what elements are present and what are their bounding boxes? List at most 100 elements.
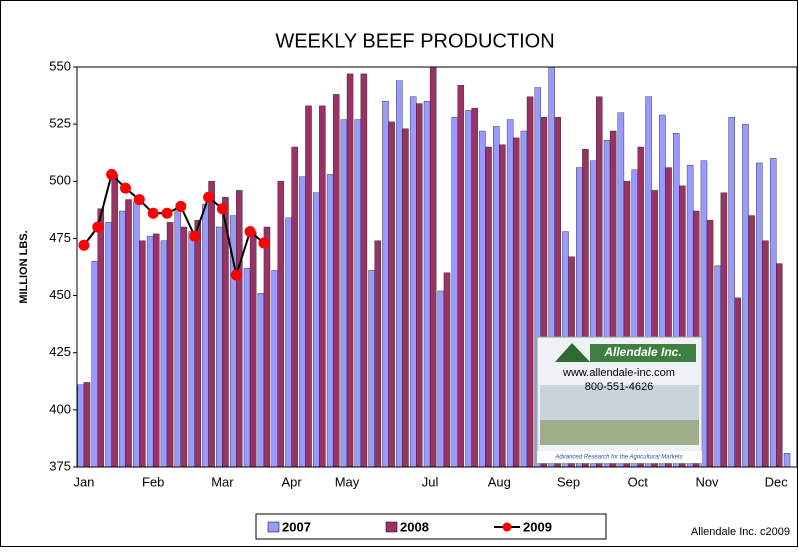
- y-tick-label: 475: [49, 230, 71, 245]
- bar: [139, 241, 145, 467]
- y-tick-label: 500: [49, 173, 71, 188]
- x-tick-label: Sep: [557, 474, 580, 489]
- x-tick-label: Jul: [422, 474, 439, 489]
- bar: [292, 147, 298, 467]
- bar: [92, 261, 98, 467]
- legend-label: 2008: [400, 519, 429, 534]
- y-tick-label: 525: [49, 116, 71, 131]
- bar: [784, 453, 790, 467]
- bar: [361, 74, 367, 467]
- y-tick-label: 375: [49, 458, 71, 473]
- bar: [319, 106, 325, 467]
- marker: [231, 270, 242, 281]
- bar: [84, 382, 90, 467]
- bar: [112, 174, 118, 467]
- bar: [452, 117, 458, 467]
- bar: [444, 273, 450, 467]
- x-tick-label: Dec: [765, 474, 789, 489]
- x-tick-label: Mar: [211, 474, 234, 489]
- bar: [98, 209, 104, 467]
- bar: [175, 211, 181, 467]
- bar: [513, 138, 519, 467]
- y-tick-label: 450: [49, 287, 71, 302]
- x-tick-label: Aug: [488, 474, 511, 489]
- bar: [313, 193, 319, 467]
- marker: [189, 231, 200, 242]
- bar: [236, 190, 242, 467]
- bar: [333, 94, 339, 467]
- bar: [278, 181, 284, 467]
- marker: [162, 208, 173, 219]
- bar: [119, 211, 125, 467]
- bar: [416, 104, 422, 467]
- bar: [195, 220, 201, 467]
- bar: [264, 227, 270, 467]
- bar: [776, 264, 782, 467]
- bar: [721, 193, 727, 467]
- bar: [715, 266, 721, 467]
- bar: [202, 204, 208, 467]
- bar: [369, 270, 375, 467]
- bar: [396, 81, 402, 467]
- bar: [458, 85, 464, 467]
- logo-field: [540, 420, 699, 445]
- marker: [258, 238, 269, 249]
- bar: [382, 101, 388, 467]
- chart-title: WEEKLY BEEF PRODUCTION: [275, 30, 554, 52]
- bar: [167, 222, 173, 467]
- bar: [410, 97, 416, 467]
- legend-label: 2007: [282, 519, 311, 534]
- bar: [749, 216, 755, 467]
- bar: [189, 232, 195, 467]
- legend-swatch: [268, 522, 279, 532]
- logo-url: www.allendale-inc.com: [562, 367, 675, 379]
- bar: [327, 174, 333, 467]
- bar: [438, 291, 444, 467]
- bar: [341, 120, 347, 467]
- bar: [209, 181, 215, 467]
- bar: [430, 67, 436, 467]
- y-tick-label: 400: [49, 401, 71, 416]
- bar: [742, 124, 748, 467]
- y-axis-label: MILLION LBS.: [18, 230, 30, 303]
- bar: [472, 108, 478, 467]
- marker: [92, 222, 103, 233]
- marker: [106, 169, 117, 180]
- marker: [78, 240, 89, 251]
- bar: [106, 222, 112, 467]
- logo-phone: 800-551-4626: [585, 381, 654, 393]
- source: Allendale Inc. c2009: [691, 526, 790, 538]
- bar: [355, 120, 361, 467]
- x-tick-label: Nov: [695, 474, 719, 489]
- bar: [305, 106, 311, 467]
- bar: [216, 227, 222, 467]
- legend-swatch: [386, 522, 397, 532]
- bar: [521, 131, 527, 467]
- bar: [770, 158, 776, 467]
- marker: [217, 203, 228, 214]
- bar: [735, 298, 741, 467]
- bar: [258, 293, 264, 467]
- bar: [493, 126, 499, 467]
- bar: [499, 145, 505, 467]
- legend-marker: [503, 523, 512, 532]
- logo: Allendale Inc. www.allendale-inc.com 800…: [537, 337, 702, 463]
- bar: [402, 129, 408, 467]
- bar: [125, 200, 131, 467]
- bar: [181, 227, 187, 467]
- marker: [245, 226, 256, 237]
- bar: [707, 220, 713, 467]
- bar: [527, 97, 533, 467]
- bar: [133, 202, 139, 467]
- marker: [134, 194, 145, 205]
- marker: [203, 192, 214, 203]
- bar: [250, 232, 256, 467]
- bar: [756, 163, 762, 467]
- bar: [78, 385, 84, 467]
- bar: [466, 110, 472, 467]
- x-tick-label: Oct: [628, 474, 649, 489]
- bar: [375, 241, 381, 467]
- bar: [507, 120, 513, 467]
- bar: [153, 234, 159, 467]
- marker: [148, 208, 159, 219]
